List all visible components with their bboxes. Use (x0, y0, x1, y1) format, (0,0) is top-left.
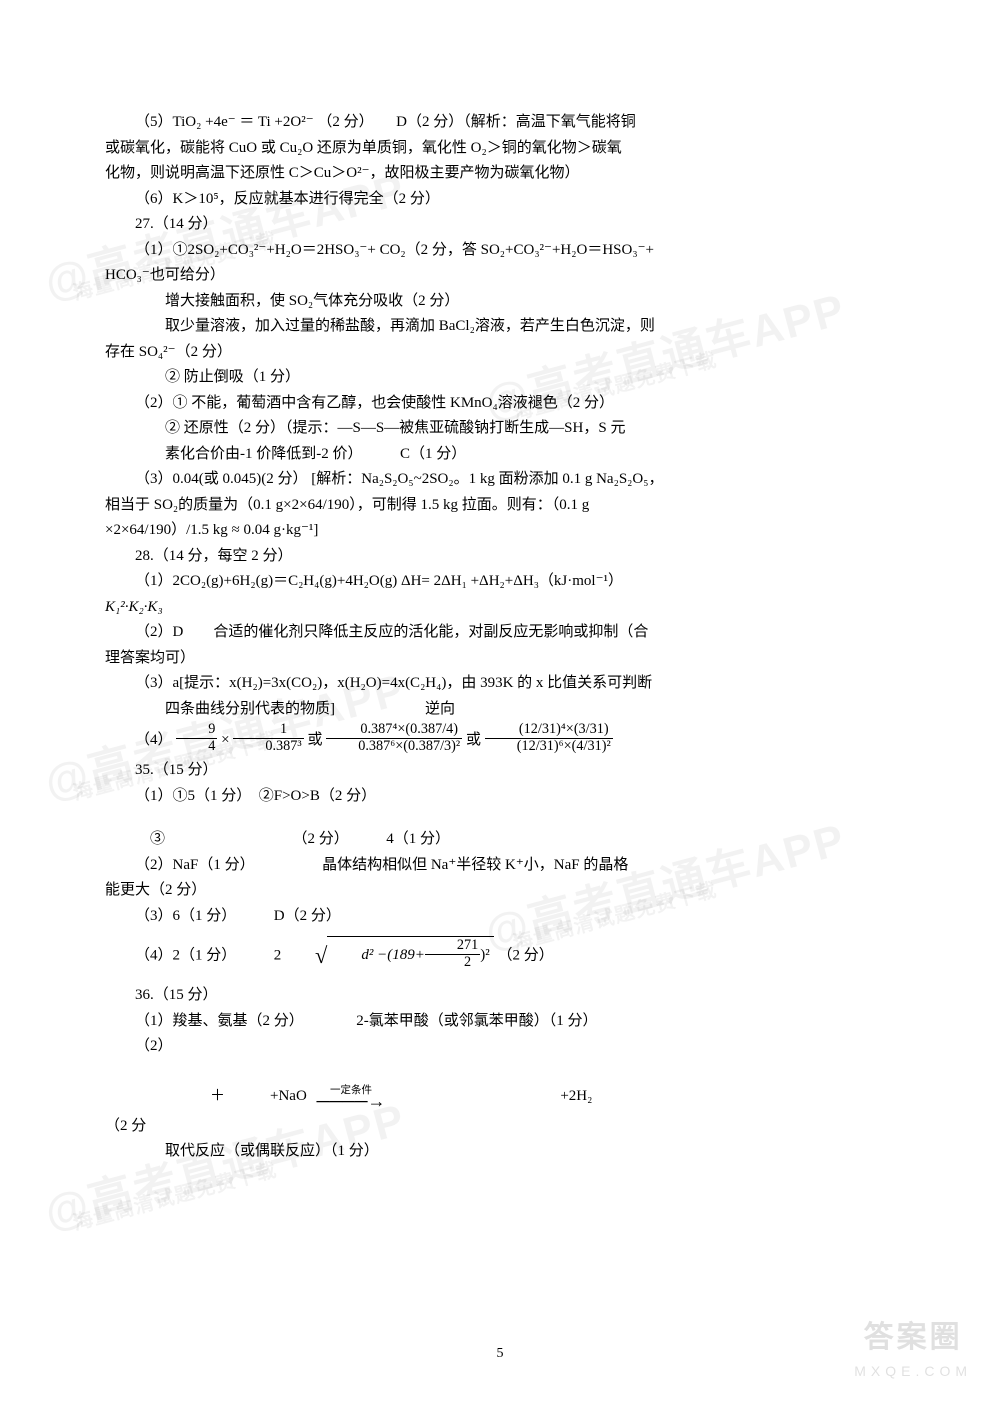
reaction-left: ＋ +NaO (105, 1088, 307, 1104)
line: （1）①2SO₂+CO₃²⁻+H₂O＝2HSO₃⁻+ CO₂（2 分，答 SO₂… (105, 238, 905, 264)
sqrt-inner: d² −(189+ (361, 947, 425, 963)
page-number: 5 (0, 1342, 1000, 1366)
numerator: 1 (233, 722, 303, 739)
line: 取代反应（或偶联反应）（1 分） (105, 1139, 905, 1165)
line: （3）a[提示：x(H₂)=3x(CO₂)，x(H₂O)=4x(C₂H₄)，由 … (105, 671, 905, 697)
line: 35.（15 分） (105, 758, 905, 784)
line: 28.（14 分，每空 2 分） (105, 544, 905, 570)
arrow-icon: ────→ (317, 1096, 386, 1107)
formula-prefix: （4） (135, 732, 173, 748)
fraction: 9 4 (176, 722, 217, 754)
or-text: 或 (466, 732, 481, 748)
line: （2）D 合适的催化剂只降低主反应的活化能，对副反应无影响或抑制（合 (105, 620, 905, 646)
line: 素化合价由-1 价降低到-2 价） C（1 分） (105, 442, 905, 468)
reaction-arrow: 一定条件 ────→ (317, 1085, 386, 1107)
line: （1）羧基、氨基（2 分） 2-氯苯甲酸（或邻氯苯甲酸）（1 分） (105, 1009, 905, 1035)
formula-line: （4） 9 4 × 1 0.387³ 或 0.387⁴×(0.387/4) 0.… (105, 722, 905, 758)
reaction-line: ＋ +NaO 一定条件 ────→ +2H₂ (105, 1078, 905, 1114)
numerator: 9 (176, 722, 217, 739)
fraction: 0.387⁴×(0.387/4) 0.387⁶×(0.387/3)² (326, 722, 462, 754)
line: 27.（14 分） (105, 212, 905, 238)
line: 取少量溶液，加入过量的稀盐酸，再滴加 BaCl₂溶液，若产生白色沉淀，则 (105, 314, 905, 340)
line: 增大接触面积，使 SO₂气体充分吸收（2 分） (105, 289, 905, 315)
fraction: (12/31)⁴×(3/31) (12/31)⁶×(4/31)² (485, 722, 613, 754)
numerator: 0.387⁴×(0.387/4) (326, 722, 462, 739)
line: ② 还原性（2 分）（提示：—S—S—被焦亚硫酸钠打断生成—SH，S 元 (105, 416, 905, 442)
sqrt-inner: )² (480, 947, 490, 963)
fraction: 271 2 (425, 938, 480, 970)
numerator: (12/31)⁴×(3/31) (485, 722, 613, 739)
formula-line: （4）2（1 分） 2 √ d² −(189+ 271 2 )² （2 分） (105, 929, 905, 983)
line: （1）2CO₂(g)+6H₂(g)＝C₂H₄(g)+4H₂O(g) ΔH= 2Δ… (105, 569, 905, 595)
line: ② 防止倒吸（1 分） (105, 365, 905, 391)
line: ③ （2 分） 4（1 分） (105, 827, 905, 853)
line: 存在 SO₄²⁻（2 分） (105, 340, 905, 366)
line: （5）TiO₂ +4e⁻ ＝ Ti +2O²⁻ （2 分） D（2 分）（解析：… (105, 110, 905, 136)
sqrt: √ d² −(189+ 271 2 )² (285, 929, 494, 983)
line: （2） (105, 1034, 905, 1060)
times-sign: × (221, 732, 229, 748)
fraction: 1 0.387³ (233, 722, 303, 754)
numerator: 271 (425, 938, 480, 955)
line: 36.（15 分） (105, 983, 905, 1009)
line: 能更大（2 分） (105, 878, 905, 904)
line: （2）NaF（1 分） 晶体结构相似但 Na⁺半径较 K⁺小，NaF 的晶格 (105, 853, 905, 879)
line: HCO₃⁻也可给分） (105, 263, 905, 289)
line: （1）①5（1 分） ②F>O>B（2 分） (105, 784, 905, 810)
reaction-right: +2H₂ (395, 1088, 592, 1104)
denominator: (12/31)⁶×(4/31)² (485, 739, 613, 755)
line: （3）6（1 分） D（2 分） (105, 904, 905, 930)
line: 四条曲线分别代表的物质] 逆向 (105, 697, 905, 723)
denominator: 0.387³ (233, 739, 303, 755)
formula-suffix: （2 分） (498, 947, 554, 963)
line: 理答案均可） (105, 646, 905, 672)
line: （3）0.04(或 0.045)(2 分） [解析：Na₂S₂O₅~2SO₂。1… (105, 467, 905, 493)
or-text: 或 (307, 732, 322, 748)
watermark-small: 海量高清试题免费下载 (69, 1153, 281, 1240)
line: K₁²·K₂·K₃ (105, 595, 905, 621)
line: （2）① 不能，葡萄酒中含有乙醇，也会使酸性 KMnO₄溶液褪色（2 分） (105, 391, 905, 417)
line: （6）K＞10⁵，反应就基本进行得完全（2 分） (105, 187, 905, 213)
denominator: 2 (425, 955, 480, 971)
line: 化物，则说明高温下还原性 C＞Cu＞O²⁻，故阳极主要产物为碳氧化物） (105, 161, 905, 187)
line: （2 分 (105, 1114, 905, 1140)
document-content: （5）TiO₂ +4e⁻ ＝ Ti +2O²⁻ （2 分） D（2 分）（解析：… (105, 110, 905, 1165)
line: 相当于 SO₂的质量为（0.1 g×2×64/190），可制得 1.5 kg 拉… (105, 493, 905, 519)
denominator: 4 (176, 739, 217, 755)
denominator: 0.387⁶×(0.387/3)² (326, 739, 462, 755)
line: ×2×64/190）/1.5 kg ≈ 0.04 g·kg⁻¹] (105, 518, 905, 544)
formula-prefix: （4）2（1 分） 2 (135, 947, 281, 963)
line: 或碳氧化，碳能将 CuO 或 Cu₂O 还原为单质铜，氧化性 O₂＞铜的氧化物＞… (105, 136, 905, 162)
